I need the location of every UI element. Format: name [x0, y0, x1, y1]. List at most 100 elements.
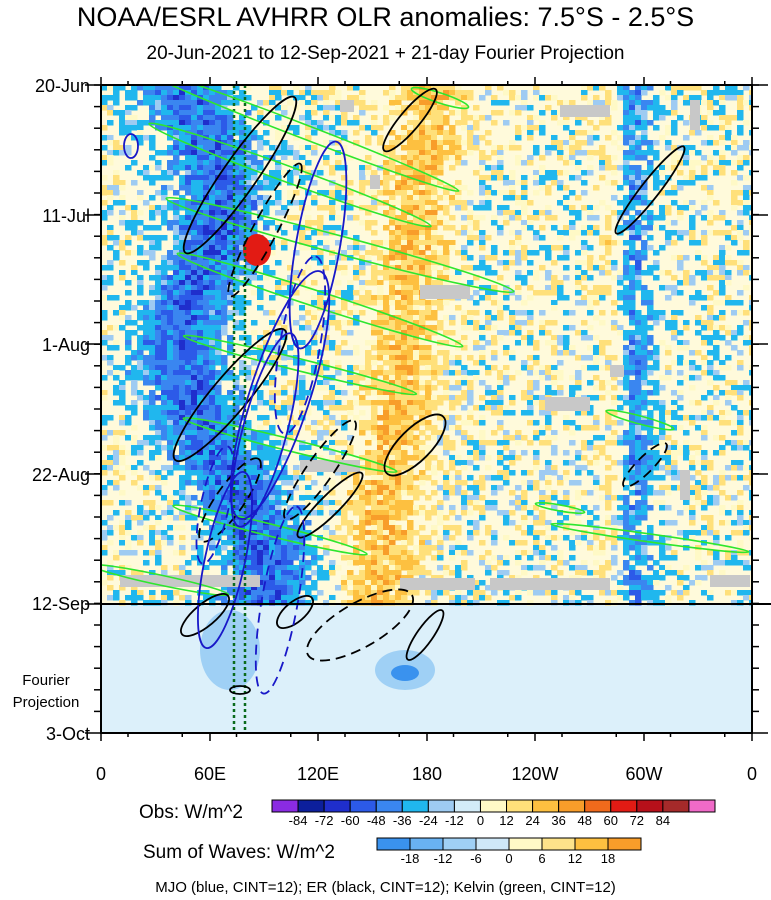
anomaly-cell: [119, 210, 126, 216]
anomaly-cell: [287, 215, 294, 221]
anomaly-cell: [179, 90, 186, 96]
anomaly-cell: [503, 145, 510, 151]
anomaly-cell: [485, 390, 492, 396]
anomaly-cell: [641, 465, 648, 471]
anomaly-cell: [425, 120, 432, 126]
anomaly-cell: [263, 195, 270, 201]
anomaly-cell: [407, 105, 414, 111]
anomaly-cell: [107, 355, 114, 361]
anomaly-cell: [653, 320, 660, 326]
anomaly-cell: [533, 210, 540, 216]
anomaly-cell: [113, 140, 120, 146]
anomaly-cell: [221, 145, 228, 151]
anomaly-cell: [371, 275, 378, 281]
anomaly-cell: [227, 185, 234, 191]
anomaly-cell: [413, 370, 420, 376]
anomaly-cell: [239, 450, 246, 456]
anomaly-cell: [623, 140, 630, 146]
anomaly-cell: [569, 375, 576, 381]
anomaly-cell: [227, 90, 234, 96]
anomaly-cell: [695, 250, 702, 256]
anomaly-cell: [203, 120, 210, 126]
anomaly-cell: [173, 190, 180, 196]
anomaly-cell: [365, 390, 372, 396]
anomaly-cell: [215, 85, 222, 91]
anomaly-cell: [431, 135, 438, 141]
anomaly-cell: [395, 415, 402, 421]
anomaly-cell: [383, 210, 390, 216]
anomaly-cell: [347, 310, 354, 316]
anomaly-cell: [131, 375, 138, 381]
anomaly-cell: [683, 280, 690, 286]
anomaly-cell: [347, 180, 354, 186]
anomaly-cell: [191, 175, 198, 181]
anomaly-cell: [653, 385, 660, 391]
anomaly-cell: [527, 135, 534, 141]
anomaly-cell: [527, 340, 534, 346]
anomaly-cell: [641, 295, 648, 301]
anomaly-cell: [179, 260, 186, 266]
anomaly-cell: [191, 140, 198, 146]
anomaly-cell: [749, 450, 752, 456]
anomaly-cell: [641, 135, 648, 141]
anomaly-cell: [431, 85, 438, 91]
anomaly-cell: [233, 280, 240, 286]
anomaly-cell: [659, 340, 666, 346]
anomaly-cell: [227, 140, 234, 146]
anomaly-cell: [233, 300, 240, 306]
anomaly-cell: [437, 380, 444, 386]
anomaly-cell: [227, 240, 234, 246]
anomaly-cell: [713, 200, 720, 206]
anomaly-cell: [155, 430, 162, 436]
anomaly-cell: [155, 360, 162, 366]
anomaly-cell: [605, 240, 612, 246]
anomaly-cell: [581, 205, 588, 211]
anomaly-cell: [317, 105, 324, 111]
anomaly-cell: [713, 100, 720, 106]
anomaly-cell: [377, 435, 384, 441]
anomaly-cell: [179, 300, 186, 306]
anomaly-cell: [167, 130, 174, 136]
anomaly-cell: [239, 135, 246, 141]
anomaly-cell: [425, 410, 432, 416]
anomaly-cell: [701, 435, 708, 441]
anomaly-cell: [419, 185, 426, 191]
anomaly-cell: [179, 450, 186, 456]
anomaly-cell: [557, 145, 564, 151]
anomaly-cell: [725, 410, 732, 416]
anomaly-cell: [179, 205, 186, 211]
anomaly-cell: [497, 305, 504, 311]
anomaly-cell: [245, 265, 252, 271]
anomaly-cell: [203, 385, 210, 391]
anomaly-cell: [185, 100, 192, 106]
anomaly-cell: [575, 300, 582, 306]
anomaly-cell: [665, 445, 672, 451]
anomaly-cell: [383, 410, 390, 416]
anomaly-cell: [173, 320, 180, 326]
anomaly-cell: [437, 125, 444, 131]
anomaly-cell: [683, 145, 690, 151]
anomaly-cell: [221, 265, 228, 271]
anomaly-cell: [125, 165, 132, 171]
anomaly-cell: [695, 365, 702, 371]
anomaly-cell: [155, 315, 162, 321]
anomaly-cell: [353, 85, 360, 91]
anomaly-cell: [647, 415, 654, 421]
anomaly-cell: [161, 380, 168, 386]
anomaly-cell: [245, 170, 252, 176]
anomaly-cell: [503, 375, 510, 381]
anomaly-cell: [155, 425, 162, 431]
anomaly-cell: [707, 350, 714, 356]
anomaly-cell: [533, 460, 540, 466]
anomaly-cell: [149, 315, 156, 321]
anomaly-cell: [467, 400, 474, 406]
anomaly-cell: [467, 210, 474, 216]
anomaly-cell: [575, 195, 582, 201]
anomaly-cell: [215, 370, 222, 376]
anomaly-cell: [593, 425, 600, 431]
anomaly-cell: [593, 150, 600, 156]
anomaly-cell: [125, 335, 132, 341]
anomaly-cell: [413, 100, 420, 106]
anomaly-cell: [749, 320, 752, 326]
